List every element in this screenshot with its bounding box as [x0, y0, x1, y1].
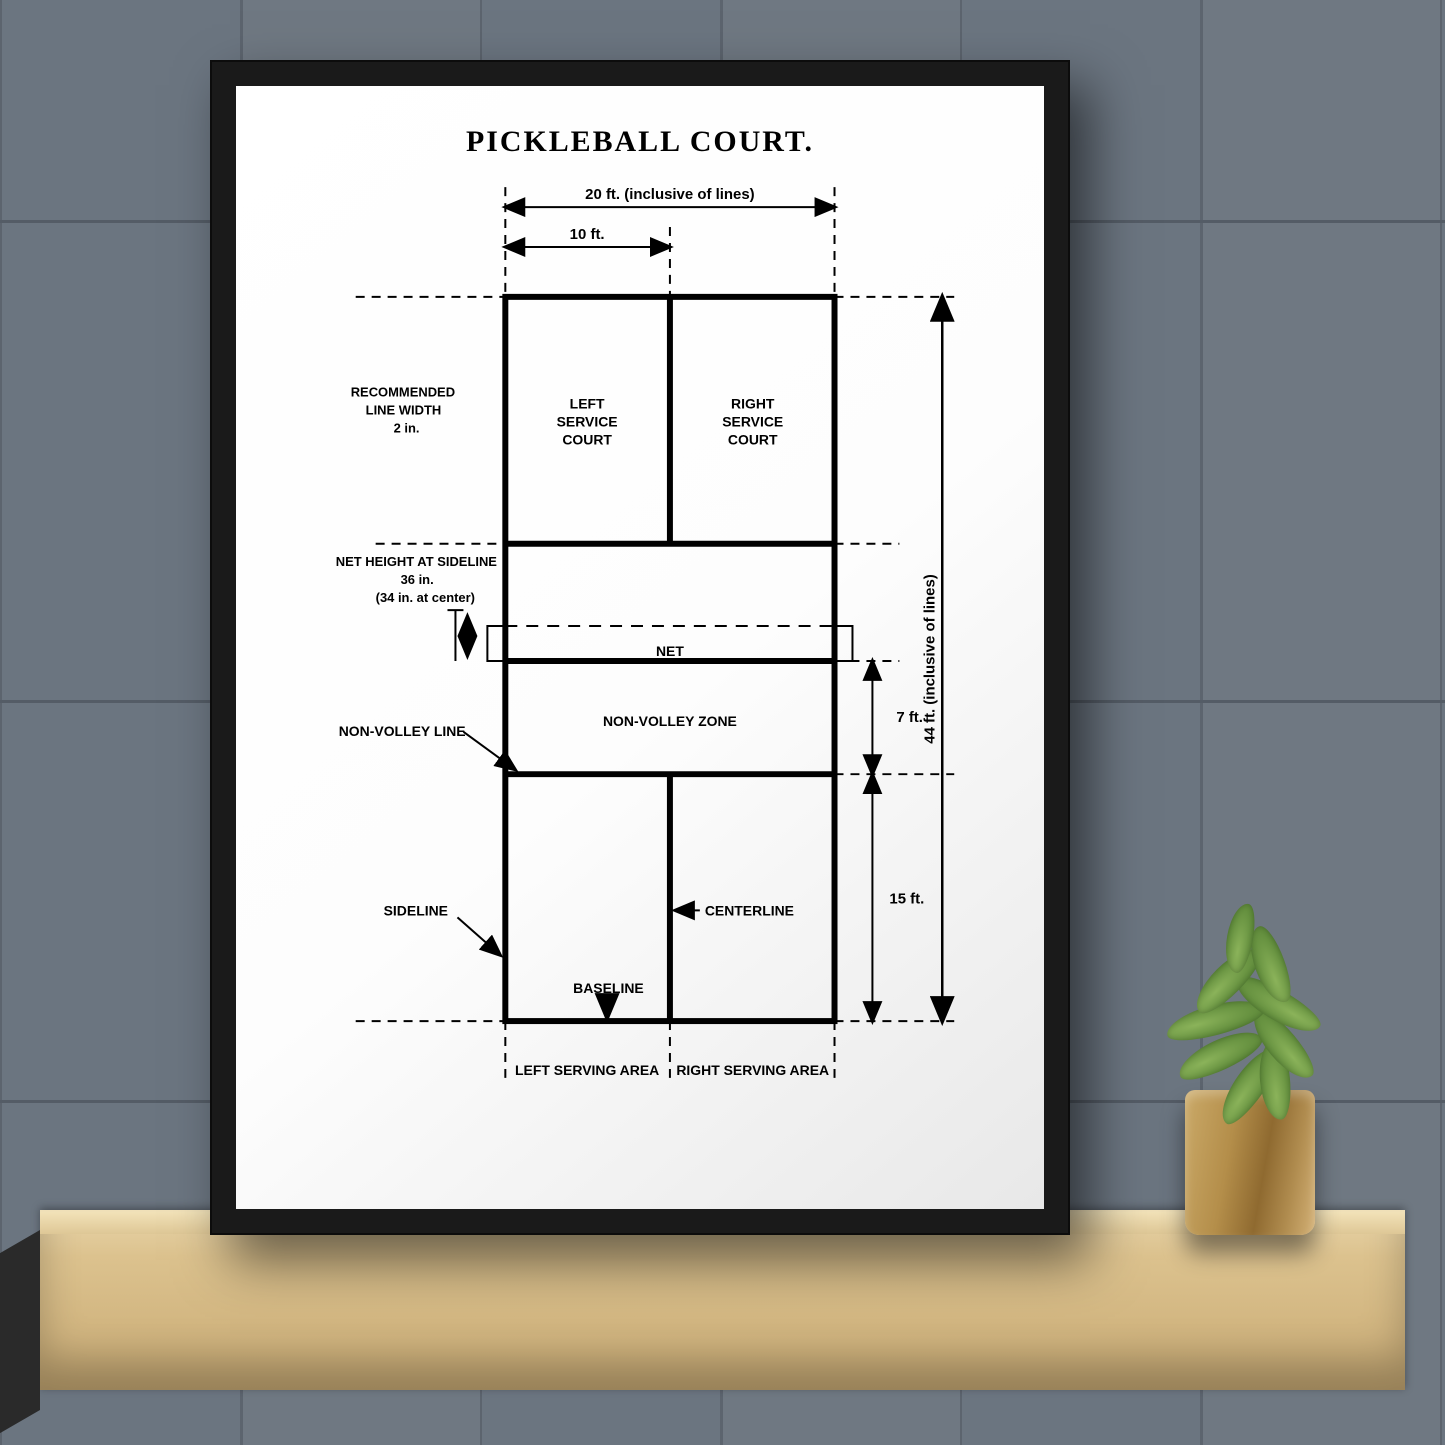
label-sideline: SIDELINE: [384, 902, 448, 918]
poster-frame: PICKLEBALL COURT. 20 ft. (inclusive of l…: [210, 60, 1070, 1235]
label-linewidth-1: RECOMMENDED: [351, 385, 455, 400]
label-left-service-2: SERVICE: [557, 414, 618, 430]
label-right-serving-area: RIGHT SERVING AREA: [676, 1062, 829, 1078]
label-left-service-1: LEFT: [570, 396, 605, 412]
label-left-service-3: COURT: [562, 432, 612, 448]
label-right-service-1: RIGHT: [731, 396, 775, 412]
label-halfwidth: 10 ft.: [570, 226, 605, 243]
label-nvz: NON-VOLLEY ZONE: [603, 713, 737, 729]
label-netheight-1: NET HEIGHT AT SIDELINE: [336, 554, 498, 569]
label-net: NET: [656, 643, 684, 659]
label-width-20ft: 20 ft. (inclusive of lines): [585, 186, 755, 203]
label-netheight-3: (34 in. at center): [376, 590, 475, 605]
label-linewidth-3: 2 in.: [394, 421, 420, 436]
label-baseline: BASELINE: [573, 980, 644, 996]
label-right-service-2: SERVICE: [722, 414, 783, 430]
diagram-title: PICKLEBALL COURT.: [466, 125, 814, 158]
label-nvz-7ft: 7 ft.: [896, 709, 923, 726]
label-right-service-3: COURT: [728, 432, 778, 448]
shelf: [40, 1210, 1405, 1390]
label-linewidth-2: LINE WIDTH: [366, 403, 442, 418]
label-nvl: NON-VOLLEY LINE: [339, 723, 466, 739]
label-left-serving-area: LEFT SERVING AREA: [515, 1062, 659, 1078]
label-service-15ft: 15 ft.: [889, 890, 924, 907]
label-centerline: CENTERLINE: [705, 902, 794, 918]
court-diagram: PICKLEBALL COURT. 20 ft. (inclusive of l…: [236, 86, 1044, 1209]
label-length-44ft: 44 ft. (inclusive of lines): [921, 574, 938, 744]
plant: [1145, 930, 1325, 1130]
label-netheight-2: 36 in.: [401, 572, 434, 587]
